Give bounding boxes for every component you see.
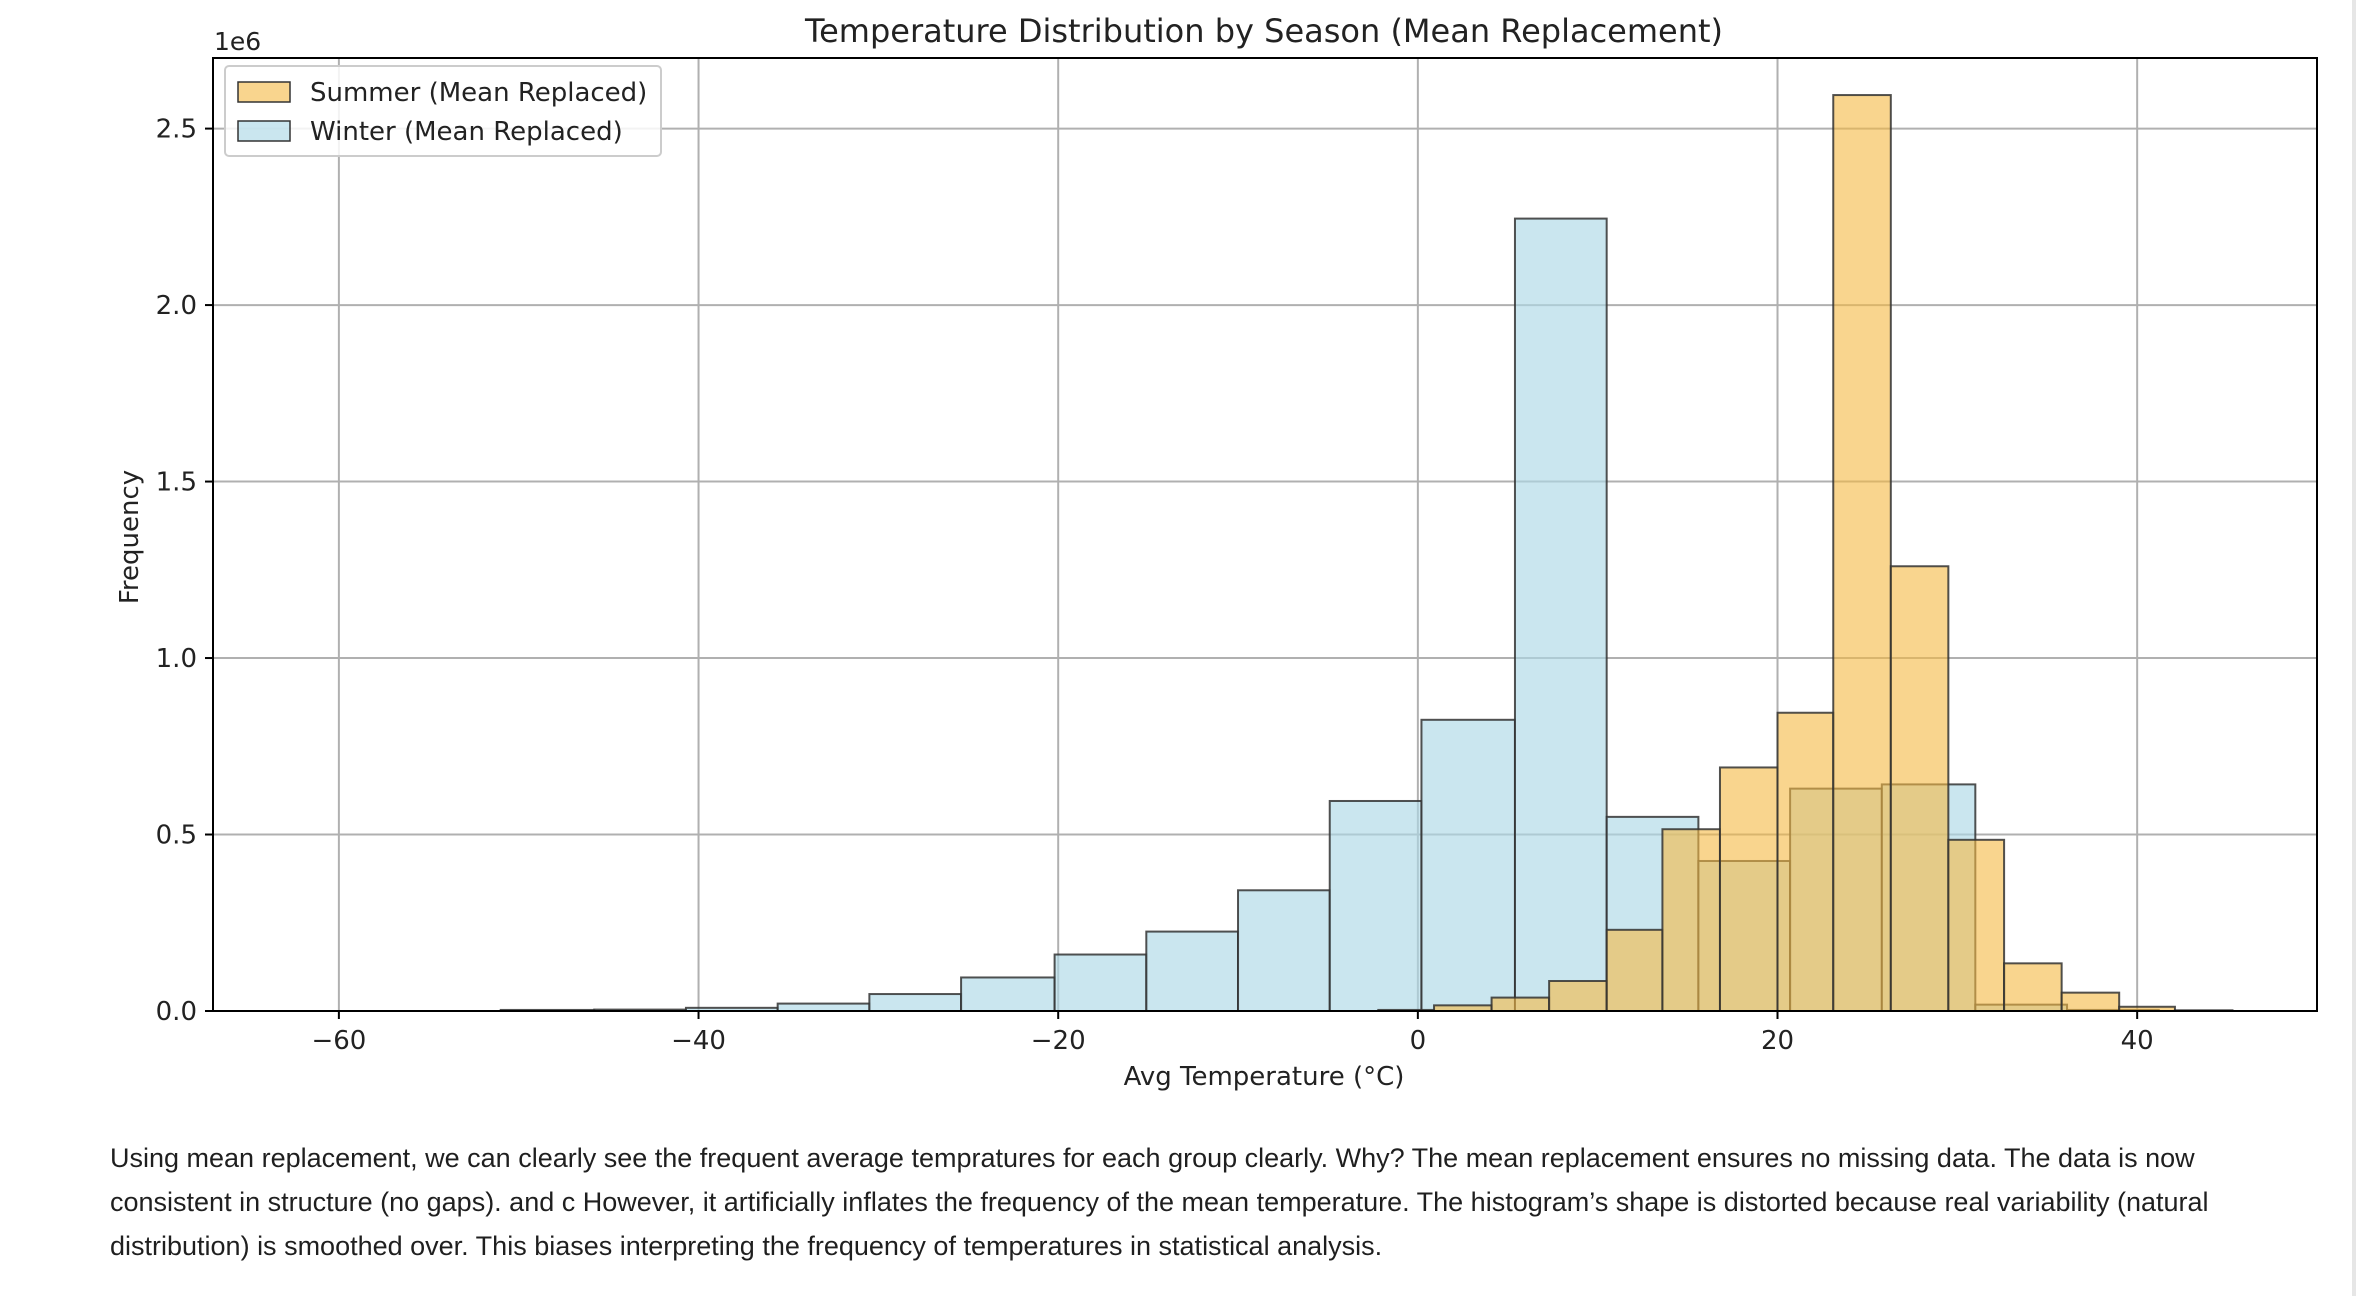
y-axis-label: Frequency — [115, 470, 145, 604]
summer-bar — [1947, 838, 2006, 1013]
x-tick-label: −20 — [1031, 1026, 1086, 1056]
winter-bar — [1053, 953, 1148, 1013]
summer-bar — [1490, 996, 1551, 1012]
x-tick-label: −60 — [311, 1026, 366, 1056]
winter-bar — [1513, 217, 1608, 1012]
summer-bar — [1832, 94, 1892, 1013]
y-tick-label: 1.5 — [156, 468, 197, 498]
legend-swatch-winter — [237, 120, 291, 142]
markdown-explanation: Using mean replacement, we can clearly s… — [110, 1143, 2209, 1261]
summer-bar — [1548, 979, 1608, 1013]
summer-bar — [2060, 991, 2121, 1013]
y-axis-offset-label: 1e6 — [214, 27, 261, 56]
winter-bar — [868, 993, 963, 1013]
axes-frame — [212, 57, 2318, 1012]
winter-bar — [776, 1002, 871, 1012]
scrollbar-track[interactable] — [2352, 0, 2356, 1296]
winter-bar — [1328, 799, 1423, 1013]
legend-label-winter: Winter (Mean Replaced) — [310, 117, 623, 147]
legend: Summer (Mean Replaced) Winter (Mean Repl… — [224, 65, 662, 157]
y-tick-label: 1.0 — [156, 644, 197, 674]
summer-bar — [1605, 928, 1664, 1013]
legend-label-summer: Summer (Mean Replaced) — [310, 78, 647, 108]
summer-bar — [1718, 766, 1779, 1013]
summer-bar — [1776, 711, 1835, 1012]
legend-box — [224, 65, 662, 157]
summer-bars — [1377, 94, 2234, 1013]
x-tick-label: 0 — [1410, 1026, 1427, 1056]
y-axis-ticks: 0.0 0.5 1.0 1.5 2.0 2.5 — [156, 115, 213, 1027]
winter-bar — [1237, 889, 1331, 1013]
y-tick-label: 0.0 — [156, 997, 197, 1027]
winter-bars — [499, 217, 2160, 1013]
summer-bar — [1661, 828, 1721, 1012]
chart-title: Temperature Distribution by Season (Mean… — [804, 12, 1723, 50]
legend-swatch-summer — [237, 81, 291, 103]
histogram-figure: −60 −40 −20 0 20 40 0.0 0.5 1.0 1.5 2.0 2.5 Temper… — [115, 12, 2318, 1092]
x-tick-label: 40 — [2121, 1026, 2154, 1056]
y-tick-label: 2.0 — [156, 291, 197, 321]
y-tick-label: 0.5 — [156, 821, 197, 851]
x-tick-label: −40 — [671, 1026, 726, 1056]
winter-bar — [1420, 718, 1516, 1012]
summer-bar — [2003, 962, 2063, 1012]
x-axis-ticks: −60 −40 −20 0 20 40 — [311, 1011, 2154, 1056]
winter-bar — [960, 976, 1056, 1012]
y-tick-label: 2.5 — [156, 115, 197, 145]
x-tick-label: 20 — [1761, 1026, 1794, 1056]
winter-bar — [1145, 930, 1240, 1012]
summer-bar — [1889, 565, 1950, 1012]
x-axis-label: Avg Temperature (°C) — [1124, 1062, 1405, 1092]
